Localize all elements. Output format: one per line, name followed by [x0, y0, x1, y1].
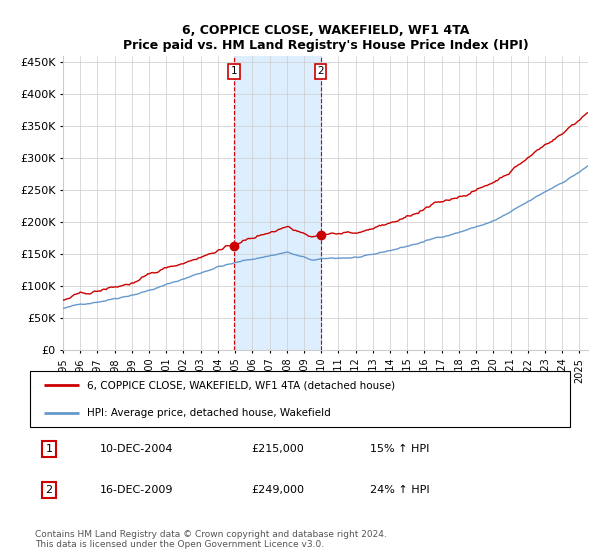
Text: £249,000: £249,000 [251, 484, 304, 494]
Text: 2: 2 [46, 484, 52, 494]
Text: 16-DEC-2009: 16-DEC-2009 [100, 484, 174, 494]
Text: 6, COPPICE CLOSE, WAKEFIELD, WF1 4TA (detached house): 6, COPPICE CLOSE, WAKEFIELD, WF1 4TA (de… [86, 380, 395, 390]
FancyBboxPatch shape [30, 371, 570, 427]
Text: £215,000: £215,000 [251, 444, 304, 454]
Text: 24% ↑ HPI: 24% ↑ HPI [370, 484, 430, 494]
Text: 15% ↑ HPI: 15% ↑ HPI [370, 444, 430, 454]
Title: 6, COPPICE CLOSE, WAKEFIELD, WF1 4TA
Price paid vs. HM Land Registry's House Pri: 6, COPPICE CLOSE, WAKEFIELD, WF1 4TA Pri… [122, 24, 529, 52]
Text: 1: 1 [230, 66, 237, 76]
Text: HPI: Average price, detached house, Wakefield: HPI: Average price, detached house, Wake… [86, 408, 331, 418]
Text: 2: 2 [317, 66, 324, 76]
Text: 10-DEC-2004: 10-DEC-2004 [100, 444, 174, 454]
Text: 1: 1 [46, 444, 52, 454]
Text: Contains HM Land Registry data © Crown copyright and database right 2024.
This d: Contains HM Land Registry data © Crown c… [35, 530, 387, 549]
Bar [234, 56, 320, 350]
